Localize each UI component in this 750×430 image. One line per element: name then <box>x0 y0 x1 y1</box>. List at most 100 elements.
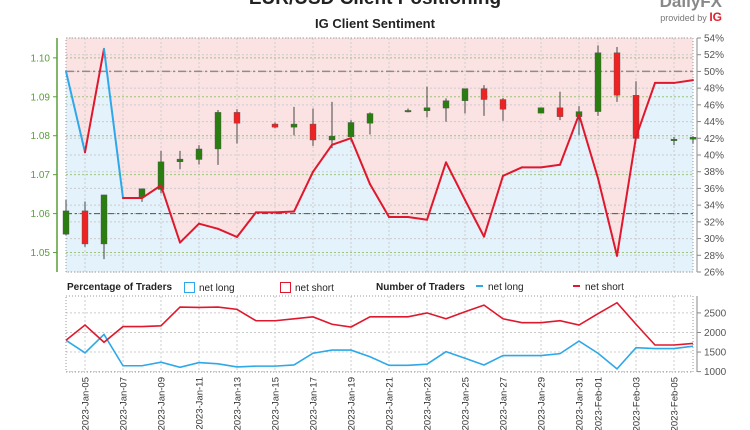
legend-num-short: net short <box>573 282 624 293</box>
net-long-pct-segment <box>331 137 352 146</box>
net-long-line-icon <box>476 285 483 287</box>
legend-pct-short-label: net short <box>295 283 334 294</box>
candle-up <box>423 107 431 112</box>
net-long-pct-segment <box>141 184 162 200</box>
candle-down <box>480 88 488 100</box>
candle-up <box>347 122 355 138</box>
price-tick-label: 1.06 <box>31 209 51 220</box>
net-long-pct-segment <box>483 174 504 238</box>
legend-pct-long-label: net long <box>199 283 235 294</box>
candle-up <box>214 112 222 150</box>
x-tick-label: 2023-Jan-09 <box>157 377 168 430</box>
candle-down <box>233 112 241 124</box>
pct-tick-label: 42% <box>704 134 724 145</box>
price-tick-label: 1.07 <box>31 170 51 181</box>
count-tick-label: 1000 <box>704 367 727 378</box>
candle-up <box>442 100 450 109</box>
candle-up <box>404 110 412 113</box>
x-tick-label: 2023-Jan-19 <box>347 377 358 430</box>
provided-by: provided by IG <box>660 10 722 24</box>
pct-tick-label: 38% <box>704 167 724 178</box>
net-long-pct-segment <box>65 70 86 154</box>
net-long-pct-segment <box>540 163 561 169</box>
net-long-pct-segment <box>84 47 105 154</box>
x-tick-label: 2023-Jan-17 <box>309 377 320 430</box>
candle-up <box>594 52 602 112</box>
candle-down <box>499 99 507 110</box>
x-tick-label: 2023-Jan-13 <box>233 377 244 430</box>
count-tick-label: 2000 <box>704 328 727 339</box>
chart-subtitle: IG Client Sentiment <box>315 16 435 31</box>
legend-pct-label: Percentage of Traders <box>67 282 173 293</box>
net-long-pct-segment <box>217 227 238 238</box>
pct-tick-label: 54% <box>704 34 724 45</box>
x-tick-label: 2023-Jan-23 <box>423 377 434 430</box>
legend-num-short-label: net short <box>585 282 624 293</box>
pct-tick-label: 46% <box>704 100 724 111</box>
legend-num-long: net long <box>476 282 524 293</box>
net-long-pct-segment <box>464 198 485 238</box>
net-long-pct-segment <box>103 47 124 200</box>
candle-up <box>290 123 298 128</box>
candle-down <box>81 210 89 245</box>
x-tick-label: 2023-Jan-25 <box>461 377 472 430</box>
x-tick-label: 2023-Feb-01 <box>594 377 605 430</box>
legend-pct-short: net short <box>280 282 334 294</box>
x-tick-label: 2023-Jan-31 <box>575 377 586 430</box>
count-tick-label: 2500 <box>704 308 727 319</box>
net-short-swatch-icon <box>280 282 291 293</box>
chart-title: EUR/USD Client Positioning <box>0 0 750 10</box>
net-long-swatch-icon <box>184 282 195 293</box>
net-long-pct-segment <box>160 184 181 244</box>
net-long-pct-segment <box>616 136 637 257</box>
x-tick-label: 2023-Jan-21 <box>385 377 396 430</box>
legend-pct-long: net long <box>184 282 235 294</box>
candle-up <box>157 161 165 190</box>
pct-tick-label: 34% <box>704 201 724 212</box>
pct-tick-label: 32% <box>704 217 724 228</box>
candle-up <box>176 158 184 163</box>
net-long-pct-segment <box>407 215 428 221</box>
candle-up <box>62 210 70 235</box>
net-long-pct-segment <box>578 113 599 180</box>
candle-up <box>100 194 108 245</box>
x-tick-label: 2023-Jan-07 <box>119 377 130 430</box>
candle-up <box>670 139 678 141</box>
net-short-count-line <box>65 301 694 346</box>
main-plot-border <box>65 37 694 273</box>
net-long-pct-segment <box>635 81 656 139</box>
ig-logo: IG <box>709 10 722 24</box>
x-tick-label: 2023-Jan-05 <box>81 377 92 430</box>
net-short-line-icon <box>573 285 580 287</box>
net-long-pct-segment <box>445 161 466 201</box>
net-long-pct-segment <box>274 210 295 214</box>
net-long-pct-segment <box>673 79 694 84</box>
candle-up <box>195 148 203 160</box>
net-long-area <box>66 48 693 272</box>
pct-tick-label: 44% <box>704 117 724 128</box>
x-tick-label: 2023-Jan-11 <box>195 377 206 430</box>
candle-up <box>461 88 469 101</box>
net-long-pct-segment <box>597 177 618 257</box>
price-tick-label: 1.05 <box>31 248 51 259</box>
price-tick-label: 1.10 <box>31 53 51 64</box>
pct-tick-label: 26% <box>704 268 724 279</box>
pct-tick-label: 30% <box>704 234 724 245</box>
pct-tick-label: 48% <box>704 84 724 95</box>
provided-by-text: provided by <box>660 13 707 23</box>
count-tick-label: 1500 <box>704 348 727 359</box>
legend-num-label: Number of Traders <box>376 282 465 293</box>
price-tick-label: 1.09 <box>31 92 51 103</box>
x-tick-label: 2023-Jan-27 <box>499 377 510 430</box>
net-long-pct-segment <box>236 211 257 238</box>
x-tick-label: 2023-Feb-03 <box>632 377 643 430</box>
net-long-pct-segment <box>350 137 371 186</box>
candle-down <box>271 123 279 128</box>
pct-tick-label: 28% <box>704 251 724 262</box>
legend-num-long-label: net long <box>488 282 524 293</box>
pct-tick-label: 52% <box>704 50 724 61</box>
price-tick-label: 1.08 <box>31 131 51 142</box>
x-tick-label: 2023-Jan-29 <box>537 377 548 430</box>
candle-up <box>366 113 374 124</box>
